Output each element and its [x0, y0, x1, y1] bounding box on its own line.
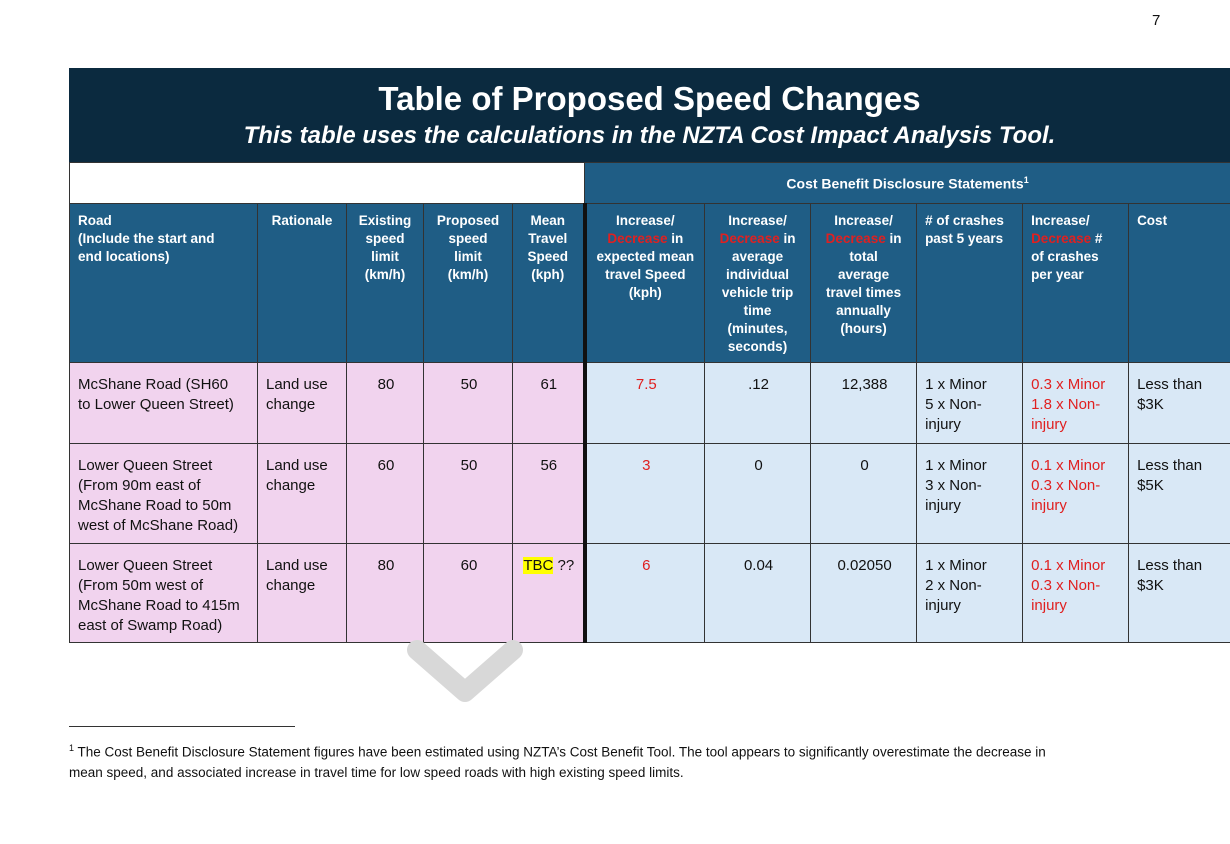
speed-change-cell: 6 — [582, 543, 706, 643]
crashes-change-cell: 0.3 x Minor 1.8 x Non-injury — [1022, 362, 1130, 444]
col-mean-travel-speed: Mean Travel Speed (kph) — [511, 203, 586, 363]
mean-speed-cell: TBC ?? — [511, 543, 586, 643]
cost-cell: Less than $3K — [1128, 362, 1230, 444]
trip-time-cell: 0.04 — [704, 543, 812, 643]
table-row: McShane Road (SH60 to Lower Queen Street)… — [69, 362, 1230, 444]
col-crashes-change: Increase/ Decrease # of crashes per year — [1022, 203, 1130, 363]
mean-speed-cell: 61 — [511, 362, 586, 444]
watermark-chevron-icon — [407, 640, 523, 702]
col-rationale: Rationale — [257, 203, 347, 363]
tbc-highlight: TBC — [523, 557, 554, 574]
crashes-past-cell: 1 x Minor 2 x Non-injury — [916, 543, 1024, 643]
crashes-change-cell: 0.1 x Minor 0.3 x Non-injury — [1022, 443, 1130, 544]
proposed-limit-cell: 50 — [423, 443, 513, 544]
footnote-divider — [69, 726, 295, 727]
col-crashes-past: # of crashes past 5 years — [916, 203, 1024, 363]
cbd-header: Cost Benefit Disclosure Statements1 — [584, 162, 1230, 204]
travel-times-cell: 0.02050 — [810, 543, 918, 643]
blank-header-cell — [68, 162, 586, 204]
col-road: Road (Include the start and end locations) — [69, 203, 258, 363]
road-cell: Lower Queen Street (From 90m east of McSha… — [69, 443, 258, 544]
speed-change-cell: 7.5 — [582, 362, 706, 444]
rationale-cell: Land use change — [257, 443, 347, 544]
table-row: Lower Queen Street (From 90m east of McSha… — [69, 443, 1230, 544]
crashes-past-cell: 1 x Minor 5 x Non-injury — [916, 362, 1024, 444]
existing-limit-cell: 80 — [346, 362, 424, 444]
cost-cell: Less than $3K — [1128, 543, 1230, 643]
trip-time-cell: 0 — [704, 443, 812, 544]
col-proposed-limit: Proposed speed limit (km/h) — [423, 203, 513, 363]
existing-limit-cell: 60 — [346, 443, 424, 544]
speed-changes-table: Cost Benefit Disclosure Statements1 Road… — [68, 162, 1230, 643]
cost-cell: Less than $5K — [1128, 443, 1230, 544]
table-row: Lower Queen Street (From 50m west of McSha… — [69, 543, 1230, 643]
crashes-past-cell: 1 x Minor 3 x Non-injury — [916, 443, 1024, 544]
page-number: 7 — [1152, 12, 1161, 29]
mean-speed-cell: 56 — [511, 443, 586, 544]
col-existing-limit: Existing speed limit (km/h) — [346, 203, 424, 363]
proposed-limit-cell: 50 — [423, 362, 513, 444]
col-travel-times: Increase/ Decrease in total average travel… — [810, 203, 918, 363]
col-trip-time: Increase/ Decrease in average individual v… — [704, 203, 812, 363]
footnote: 1 The Cost Benefit Disclosure Statement … — [69, 743, 1046, 780]
trip-time-cell: .12 — [704, 362, 812, 444]
col-speed-change: Increase/ Decrease in expected mean trave… — [582, 203, 706, 363]
table-title: Table of Proposed Speed Changes — [378, 80, 921, 117]
travel-times-cell: 12,388 — [810, 362, 918, 444]
proposed-limit-cell: 60 — [423, 543, 513, 643]
existing-limit-cell: 80 — [346, 543, 424, 643]
col-cost: Cost — [1128, 203, 1230, 363]
rationale-cell: Land use change — [257, 362, 347, 444]
rationale-cell: Land use change — [257, 543, 347, 643]
road-cell: Lower Queen Street (From 50m west of McSha… — [69, 543, 258, 643]
crashes-change-cell: 0.1 x Minor 0.3 x Non-injury — [1022, 543, 1130, 643]
road-cell: McShane Road (SH60 to Lower Queen Street) — [69, 362, 258, 444]
table-title-banner: Table of Proposed Speed Changes This tab… — [69, 68, 1230, 162]
speed-change-cell: 3 — [582, 443, 706, 544]
travel-times-cell: 0 — [810, 443, 918, 544]
table-subtitle: This table uses the calculations in the … — [243, 122, 1056, 149]
